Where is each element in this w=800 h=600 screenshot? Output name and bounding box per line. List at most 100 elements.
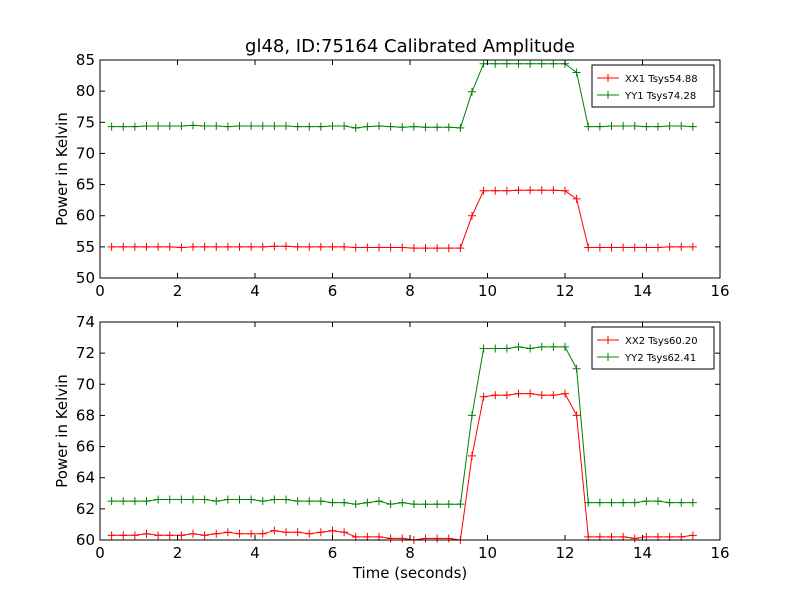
data-point-marker xyxy=(305,242,314,251)
x-tick-label: 2 xyxy=(173,282,183,300)
data-point-marker xyxy=(433,500,442,509)
y-tick-label: 64 xyxy=(76,469,95,487)
y-tick-label: 74 xyxy=(76,313,95,331)
data-point-marker xyxy=(165,242,174,251)
data-point-marker xyxy=(479,344,488,353)
data-point-marker xyxy=(433,534,442,543)
x-tick-label: 0 xyxy=(95,282,105,300)
data-point-marker xyxy=(688,242,697,251)
data-point-marker xyxy=(491,59,500,68)
data-point-marker xyxy=(189,121,197,130)
data-point-marker xyxy=(572,194,581,203)
y-tick-label: 70 xyxy=(76,375,95,393)
data-point-marker xyxy=(502,186,511,195)
data-point-marker xyxy=(119,242,128,251)
data-point-marker xyxy=(375,243,383,252)
data-point-marker xyxy=(282,495,290,504)
data-point-marker xyxy=(421,244,430,253)
legend-entry-label: XX2 Tsys60.20 xyxy=(625,336,698,347)
data-point-marker xyxy=(526,344,535,353)
data-point-marker xyxy=(595,243,604,252)
data-point-marker xyxy=(584,498,593,507)
data-point-marker xyxy=(386,534,395,543)
data-point-marker xyxy=(584,122,593,131)
data-point-marker xyxy=(177,122,186,131)
y-tick-label: 60 xyxy=(76,207,95,225)
data-point-marker xyxy=(340,122,349,131)
data-point-marker xyxy=(189,242,197,251)
data-point-marker xyxy=(595,122,604,131)
y-tick-label: 50 xyxy=(76,269,95,287)
data-point-marker xyxy=(514,186,523,195)
data-point-marker xyxy=(619,243,628,252)
data-point-marker xyxy=(561,186,569,195)
data-point-marker xyxy=(340,242,349,251)
data-point-marker xyxy=(456,244,465,253)
data-point-marker xyxy=(282,122,290,131)
data-point-marker xyxy=(677,498,686,507)
legend-box xyxy=(591,326,715,370)
data-point-marker xyxy=(107,122,116,131)
data-point-marker xyxy=(316,528,325,537)
data-point-marker xyxy=(142,122,151,131)
data-point-marker xyxy=(282,242,290,251)
data-point-marker xyxy=(177,243,186,252)
data-point-marker xyxy=(630,243,639,252)
data-point-marker xyxy=(468,211,476,220)
y-tick-label: 75 xyxy=(76,113,95,131)
y-tick-label: 72 xyxy=(76,344,95,362)
x-tick-label: 4 xyxy=(250,282,260,300)
legend-entry-label: YY2 Tsys62.41 xyxy=(624,353,696,364)
data-point-marker xyxy=(386,243,395,252)
data-point-marker xyxy=(444,244,453,253)
data-point-marker xyxy=(561,342,569,351)
data-point-marker xyxy=(642,122,651,131)
series-2 xyxy=(107,342,697,509)
y-tick-label: 85 xyxy=(76,51,95,69)
data-point-marker xyxy=(340,498,349,507)
data-point-marker xyxy=(491,391,500,400)
series-1 xyxy=(107,186,697,253)
data-point-marker xyxy=(654,243,662,252)
data-point-marker xyxy=(398,243,407,252)
data-point-marker xyxy=(130,531,139,540)
x-tick-label: 10 xyxy=(478,544,497,562)
data-point-marker xyxy=(316,122,325,131)
x-axis-label: Time (seconds) xyxy=(352,564,468,582)
data-point-marker xyxy=(223,122,232,131)
chart-title: gl48, ID:75164 Calibrated Amplitude xyxy=(245,36,575,57)
data-point-marker xyxy=(305,122,314,131)
data-point-marker xyxy=(479,392,488,401)
data-point-marker xyxy=(491,344,500,353)
data-point-marker xyxy=(398,534,407,543)
data-point-marker xyxy=(677,122,686,131)
data-point-marker xyxy=(177,495,186,504)
data-point-marker xyxy=(293,528,302,537)
data-point-marker xyxy=(630,122,639,131)
data-point-marker xyxy=(537,59,546,68)
data-point-marker xyxy=(235,122,244,131)
data-point-marker xyxy=(363,122,372,131)
legend-box xyxy=(591,64,715,108)
data-point-marker xyxy=(154,242,163,251)
data-point-marker xyxy=(328,498,337,507)
data-point-marker xyxy=(119,531,128,540)
x-tick-label: 14 xyxy=(633,544,652,562)
data-point-marker xyxy=(130,497,139,506)
data-point-marker xyxy=(189,529,197,538)
data-point-marker xyxy=(154,495,163,504)
data-point-marker xyxy=(665,498,674,507)
x-tick-label: 16 xyxy=(710,282,729,300)
data-point-marker xyxy=(363,243,372,252)
data-point-marker xyxy=(270,122,279,131)
data-point-marker xyxy=(502,391,511,400)
data-point-marker xyxy=(642,497,651,506)
data-point-marker xyxy=(688,122,697,131)
data-point-marker xyxy=(200,122,209,131)
data-point-marker xyxy=(293,122,302,131)
x-tick-label: 2 xyxy=(173,544,183,562)
data-point-marker xyxy=(165,495,174,504)
data-point-marker xyxy=(282,528,290,537)
data-point-marker xyxy=(247,122,256,131)
